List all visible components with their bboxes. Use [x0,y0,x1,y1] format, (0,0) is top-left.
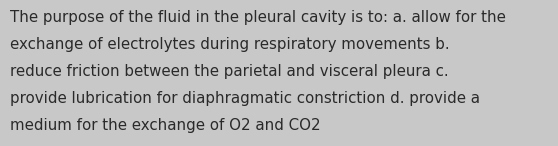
Text: exchange of electrolytes during respiratory movements b.: exchange of electrolytes during respirat… [10,37,450,52]
Text: medium for the exchange of O2 and CO2: medium for the exchange of O2 and CO2 [10,118,321,133]
Text: reduce friction between the parietal and visceral pleura c.: reduce friction between the parietal and… [10,64,449,79]
Text: The purpose of the fluid in the pleural cavity is to: a. allow for the: The purpose of the fluid in the pleural … [10,10,506,25]
Text: provide lubrication for diaphragmatic constriction d. provide a: provide lubrication for diaphragmatic co… [10,91,480,106]
